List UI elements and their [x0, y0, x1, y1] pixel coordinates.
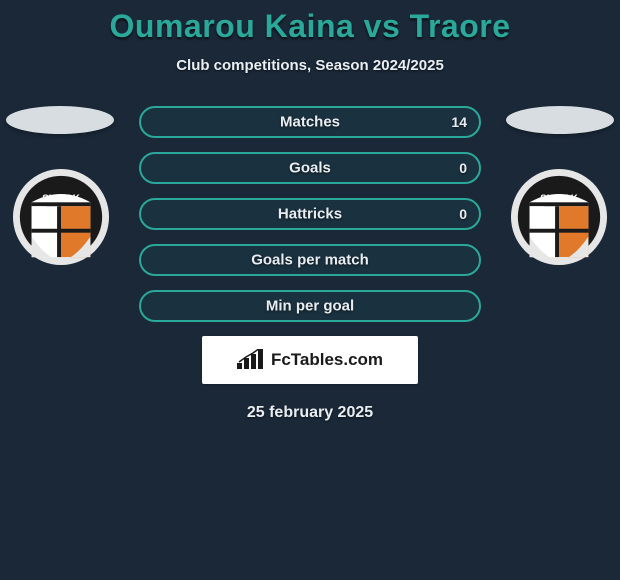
stat-label: Goals per match [139, 252, 481, 269]
stat-right-value: 14 [451, 114, 467, 130]
stat-right-value: 0 [459, 160, 467, 176]
stat-label: Min per goal [139, 298, 481, 315]
left-club-badge: SHIRAK [12, 168, 110, 266]
shirak-badge-icon: SHIRAK [12, 168, 110, 266]
stat-row: Hattricks 0 [139, 198, 481, 230]
right-club-badge: SHIRAK [510, 168, 608, 266]
left-player-ellipse [6, 106, 114, 134]
fctables-logo-box: FcTables.com [202, 336, 418, 384]
stats-list: Matches 14 Goals 0 Hattricks 0 Goals per… [139, 106, 481, 322]
svg-text:SHIRAK: SHIRAK [540, 193, 578, 204]
stat-row: Matches 14 [139, 106, 481, 138]
shirak-badge-icon: SHIRAK [510, 168, 608, 266]
stat-label: Matches [139, 114, 481, 131]
stat-right-value: 0 [459, 206, 467, 222]
stat-row: Goals 0 [139, 152, 481, 184]
stat-row: Min per goal [139, 290, 481, 322]
right-player-ellipse [506, 106, 614, 134]
comparison-stage: SHIRAK SHIRAK Matches 14 [0, 106, 620, 422]
fctables-logo-text: FcTables.com [271, 350, 383, 370]
stat-row: Goals per match [139, 244, 481, 276]
stat-label: Hattricks [139, 206, 481, 223]
page-title: Oumarou Kaina vs Traore [0, 0, 620, 45]
subtitle: Club competitions, Season 2024/2025 [0, 57, 620, 74]
bar-chart-icon [237, 349, 265, 371]
date-label: 25 february 2025 [0, 404, 620, 422]
svg-text:SHIRAK: SHIRAK [42, 193, 80, 204]
stat-label: Goals [139, 160, 481, 177]
